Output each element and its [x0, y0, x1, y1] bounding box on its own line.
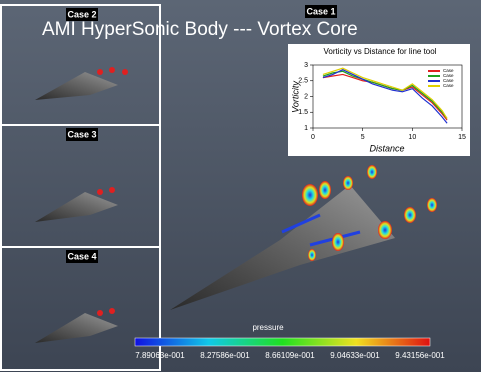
colorbar: [135, 338, 430, 346]
legend-label: Case: [443, 83, 454, 88]
colorbar-label: 9.43156e-001: [395, 351, 445, 360]
y-tick-label: 2.5: [298, 78, 308, 85]
y-axis-label: Vorticity: [290, 81, 300, 113]
inset-bg: [288, 44, 470, 156]
x-tick-label: 0: [311, 134, 315, 141]
colorbar-label: 8.27586e-001: [200, 351, 250, 360]
panel-label: Case 1: [306, 6, 335, 16]
x-axis-label: Distance: [369, 143, 404, 153]
x-tick-label: 10: [408, 134, 416, 141]
panel-label: Case 4: [67, 251, 96, 261]
screenshot: Case 1 Case 2 Case 3 Case 4 AMI HyperSon…: [0, 0, 481, 372]
y-tick-label: 2: [304, 93, 308, 100]
title: AMI HyperSonic Body --- Vortex Core: [42, 19, 358, 40]
colorbar-title: pressure: [252, 323, 284, 332]
x-tick-label: 5: [361, 134, 365, 141]
colorbar-label: 8.66109e-001: [265, 351, 315, 360]
x-tick-label: 15: [458, 134, 466, 141]
inset-title: Vorticity vs Distance for line tool: [324, 47, 437, 56]
panel-label: Case 2: [67, 9, 96, 19]
y-tick-label: 3: [304, 62, 308, 69]
page: Case 1 Case 2 Case 3 Case 4 AMI HyperSon…: [0, 0, 481, 372]
y-tick-label: 1.5: [298, 109, 308, 116]
colorbar-label: 7.89063e-001: [135, 351, 185, 360]
panel-label: Case 3: [67, 129, 96, 139]
colorbar-label: 9.04633e-001: [330, 351, 380, 360]
y-tick-label: 1: [304, 125, 308, 132]
